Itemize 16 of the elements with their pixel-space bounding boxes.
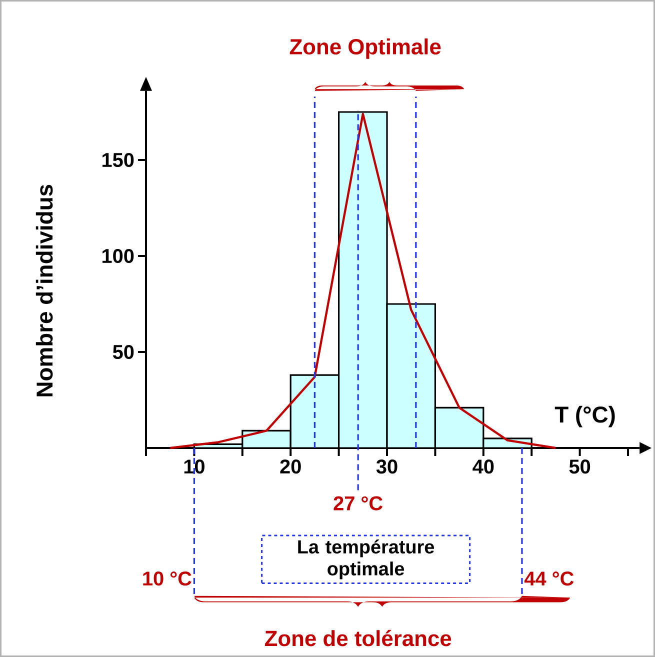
y-tick-label: 150 bbox=[102, 152, 134, 168]
x-tick-label: 40 bbox=[472, 460, 494, 474]
ref-line-label: 44 °C bbox=[524, 572, 574, 586]
ref-line-label: 27 °C bbox=[334, 496, 383, 510]
y-tick-label: 50 bbox=[112, 344, 134, 360]
x-tick-label: 50 bbox=[569, 460, 590, 474]
x-tick-label: 20 bbox=[280, 460, 301, 474]
text: Zone de tolérance bbox=[264, 630, 452, 646]
text: La température optimale bbox=[298, 540, 434, 580]
text: Zone Optimale bbox=[290, 38, 441, 59]
y-axis-title: Nombre d’individus bbox=[36, 184, 53, 396]
x-tick-label: 10 bbox=[184, 460, 204, 474]
y-tick-label: 100 bbox=[102, 248, 134, 264]
x-axis-title: T (°C) bbox=[554, 406, 615, 428]
ref-line-label: 10 °C bbox=[143, 572, 192, 586]
x-tick-label: 30 bbox=[376, 460, 398, 474]
